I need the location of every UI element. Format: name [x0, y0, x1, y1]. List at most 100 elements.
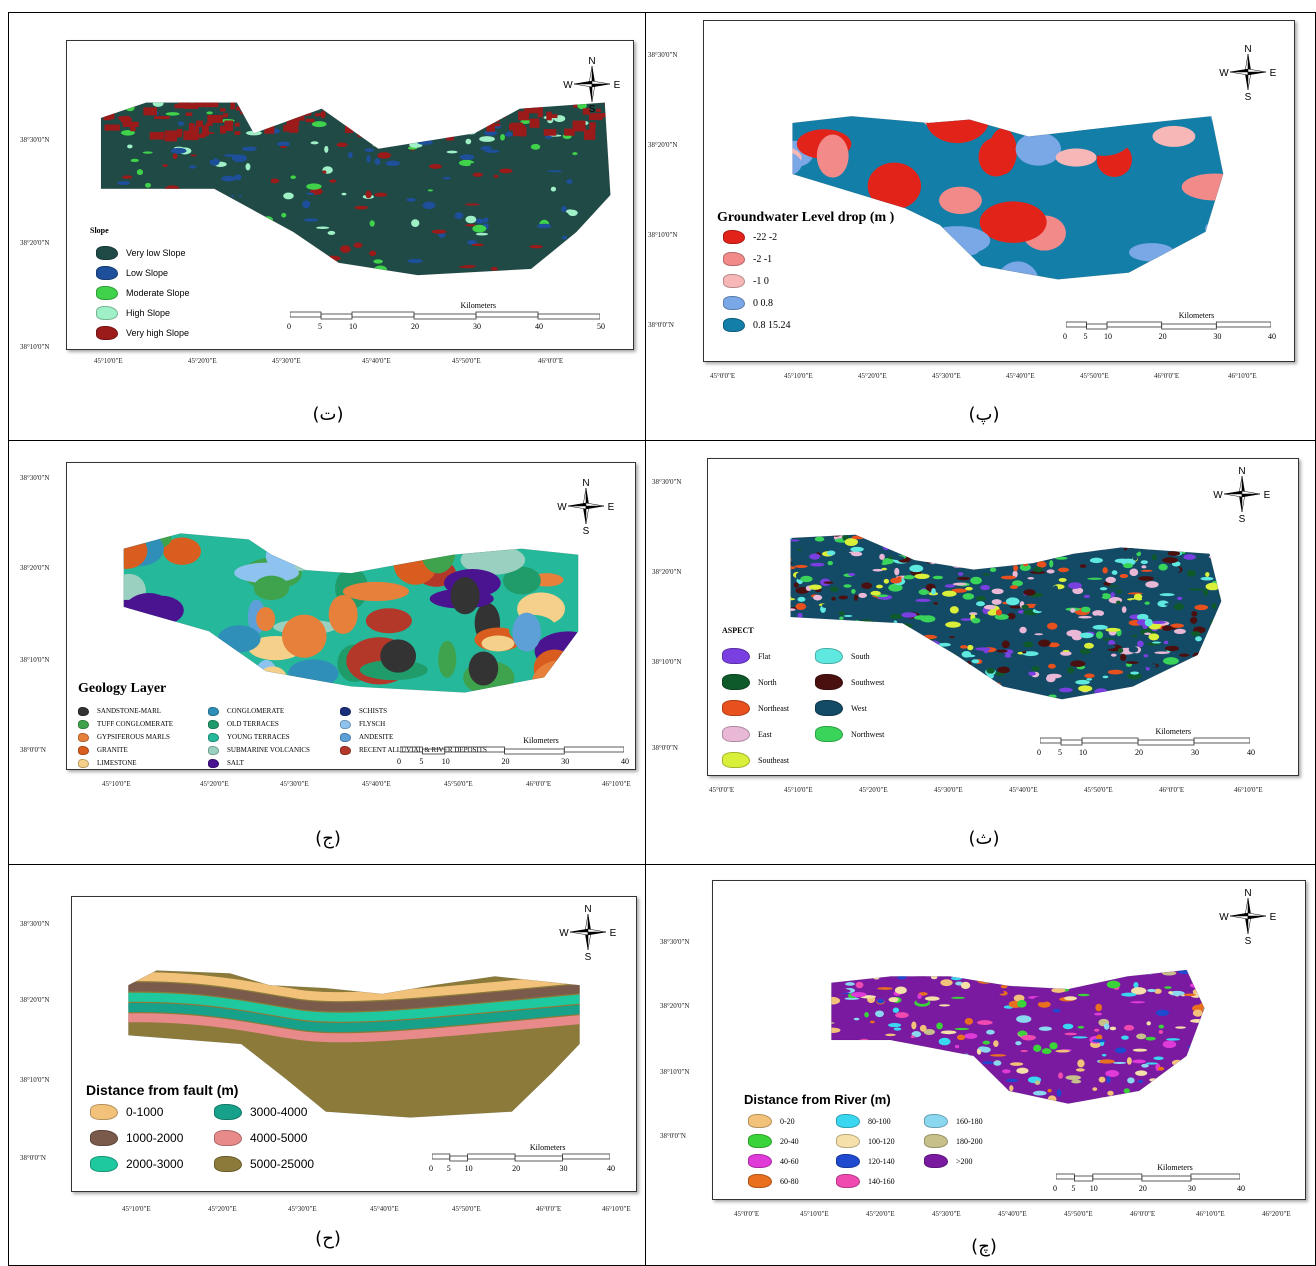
- latitude-label: 38°20'0"N: [20, 564, 50, 572]
- scale-bar-label: 5: [1083, 332, 1088, 341]
- scale-bar-label: 10: [1104, 332, 1112, 341]
- west-label: W: [1213, 490, 1223, 501]
- scale-bar-label: 0: [429, 1164, 433, 1173]
- longitude-label: 45°40'0"E: [1009, 786, 1038, 794]
- longitude-label: 46°10'0"E: [1228, 372, 1257, 380]
- legend-title: Distance from River (m): [744, 1092, 891, 1107]
- longitude-label: 45°30'0"E: [932, 372, 961, 380]
- longitude-label: 45°50'0"E: [1064, 1210, 1093, 1218]
- legend-swatch-icon: [748, 1154, 772, 1168]
- legend-swatch-icon: [96, 286, 118, 300]
- scale-bar: Kilometers 0 5 10 20 30 40: [1063, 311, 1276, 344]
- scale-bar: Kilometers 0 5 10 20 30 40: [397, 736, 629, 769]
- east-label: E: [1264, 490, 1271, 501]
- legend-item: GRANITE: [78, 745, 128, 755]
- longitude-label: 45°20'0"E: [200, 780, 229, 788]
- legend-item: OLD TERRACES: [208, 719, 279, 729]
- legend-label: East: [758, 729, 772, 739]
- latitude-label: 38°20'0"N: [652, 568, 682, 576]
- legend-label: 120-140: [868, 1156, 895, 1166]
- west-label: W: [1219, 912, 1229, 923]
- longitude-label: 46°10'0"E: [1234, 786, 1263, 794]
- scale-bar-label: 20: [1138, 1184, 1147, 1193]
- latitude-label: 38°0'0"N: [20, 746, 46, 754]
- legend-swatch-icon: [78, 706, 89, 716]
- legend-label: 40-60: [780, 1156, 799, 1166]
- legend-label: GYPSIFEROUS MARLS: [97, 733, 170, 742]
- legend-swatch-icon: [214, 1130, 242, 1146]
- legend-swatch-icon: [96, 266, 118, 280]
- latitude-label: 38°0'0"N: [660, 1132, 686, 1140]
- caption-aspect: (ث): [968, 828, 1000, 849]
- legend-item: 140-160: [836, 1174, 895, 1188]
- longitude-label: 46°0'0"E: [1130, 1210, 1156, 1218]
- legend-swatch-icon: [78, 758, 89, 768]
- scale-bar-label: 10: [1089, 1184, 1098, 1193]
- north-arrow-icon: N S W E: [557, 478, 614, 534]
- legend-item: 4000-5000: [214, 1130, 307, 1146]
- legend-item: 160-180: [924, 1114, 983, 1128]
- legend-label: CONGLOMERATE: [227, 707, 285, 716]
- legend-item: ANDESITE: [340, 732, 393, 742]
- scale-bar-label: 0: [1053, 1184, 1057, 1193]
- latitude-label: 38°30'0"N: [20, 920, 50, 928]
- longitude-label: 46°0'0"E: [526, 780, 552, 788]
- legend-swatch-icon: [208, 745, 219, 755]
- west-label: W: [1219, 68, 1229, 79]
- legend-label: 160-180: [956, 1116, 983, 1126]
- scale-bar-title: Kilometers: [1157, 1163, 1193, 1172]
- map-frame: [707, 458, 1299, 776]
- legend-swatch-icon: [723, 274, 745, 288]
- legend-label: OLD TERRACES: [227, 720, 279, 729]
- legend-item: CONGLOMERATE: [208, 706, 285, 716]
- latitude-label: 38°10'0"N: [20, 656, 50, 664]
- legend-item: 5000-25000: [214, 1156, 314, 1172]
- legend-label: LIMESTONE: [97, 759, 137, 768]
- legend-label: RECENT ALLUVIAL & RIVER DEPOSITS: [359, 746, 487, 755]
- map-frame: [703, 20, 1295, 362]
- legend-swatch-icon: [96, 326, 118, 340]
- grid-divider-vertical: [645, 12, 646, 1266]
- scale-bar-title: Kilometers: [523, 736, 559, 745]
- map-frame: [66, 40, 634, 350]
- longitude-label: 45°20'0"E: [188, 357, 217, 365]
- caption-slope: (ت): [312, 404, 344, 425]
- scale-bar-label: 20: [1158, 332, 1167, 341]
- scale-bar-label: 5: [1071, 1184, 1076, 1193]
- legend-item: SALT: [208, 758, 244, 768]
- scale-bar-label: 30: [473, 322, 481, 331]
- legend-swatch-icon: [723, 252, 745, 266]
- longitude-label: 45°10'0"E: [800, 1210, 829, 1218]
- longitude-label: 45°20'0"E: [859, 786, 888, 794]
- longitude-label: 45°40'0"E: [362, 357, 391, 365]
- longitude-label: 45°30'0"E: [272, 357, 301, 365]
- legend-item: -2 -1: [723, 252, 772, 266]
- grid-divider-row-1: [8, 440, 1316, 441]
- caption-groundwater: (پ): [968, 404, 1000, 425]
- scale-bar-label: 20: [501, 757, 510, 766]
- scale-bar: Kilometers 0 5 10 20 30 40: [1053, 1163, 1245, 1196]
- legend-swatch-icon: [214, 1156, 242, 1172]
- legend-item: SCHISTS: [340, 706, 387, 716]
- legend-label: FLYSCH: [359, 720, 386, 729]
- legend-item: 180-200: [924, 1134, 983, 1148]
- legend-label: >200: [956, 1156, 973, 1166]
- legend-item: 20-40: [748, 1134, 799, 1148]
- longitude-label: 45°40'0"E: [362, 780, 391, 788]
- legend-item: High Slope: [96, 306, 170, 320]
- east-label: E: [614, 80, 621, 91]
- legend-item: TUFF CONGLOMERATE: [78, 719, 173, 729]
- scale-bar: Kilometers 0 5 10 20 30 40: [429, 1143, 615, 1176]
- legend-swatch-icon: [214, 1104, 242, 1120]
- legend-item: South: [815, 648, 870, 664]
- legend-item: Very low Slope: [96, 246, 186, 260]
- longitude-label: 46°0'0"E: [538, 357, 564, 365]
- scale-bar-label: 5: [318, 322, 322, 331]
- scale-bar-label: 20: [1135, 748, 1143, 757]
- longitude-label: 46°10'0"E: [602, 1205, 631, 1213]
- legend-label: Low Slope: [126, 268, 169, 278]
- longitude-label: 45°50'0"E: [1084, 786, 1113, 794]
- legend-item: YOUNG TERRACES: [208, 732, 290, 742]
- legend-swatch-icon: [90, 1104, 118, 1120]
- legend-item: North: [722, 674, 777, 690]
